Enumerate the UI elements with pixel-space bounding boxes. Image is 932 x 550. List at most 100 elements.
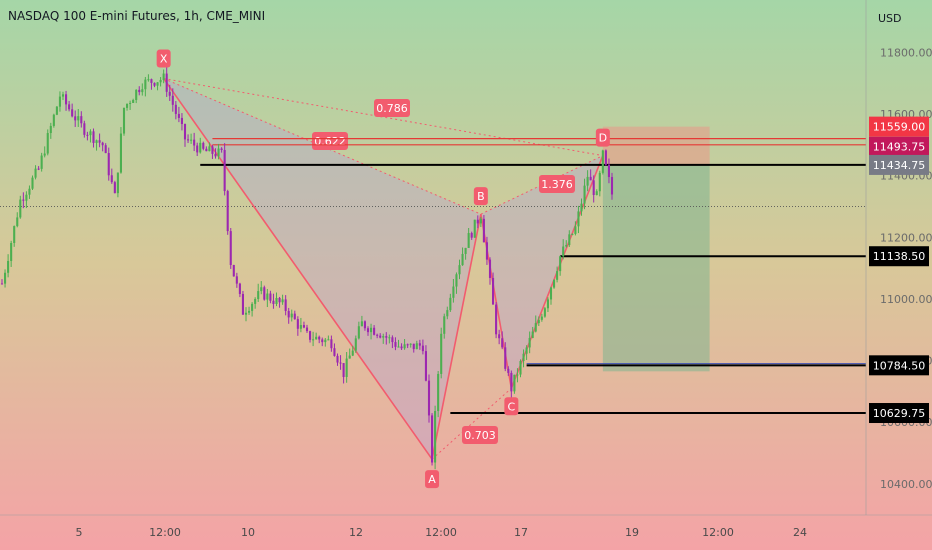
point-x-badge xyxy=(156,49,171,68)
candle xyxy=(437,370,440,418)
svg-text:10784.50: 10784.50 xyxy=(873,359,926,372)
candle xyxy=(458,259,461,280)
candle xyxy=(171,88,174,112)
candle xyxy=(113,180,116,194)
candle xyxy=(61,91,65,100)
point-d-label: D xyxy=(599,132,607,145)
candle xyxy=(601,149,604,175)
candle xyxy=(299,317,302,333)
candle xyxy=(431,413,434,466)
candle xyxy=(296,316,299,336)
candle xyxy=(574,221,577,236)
candle xyxy=(290,309,293,322)
candle xyxy=(65,90,68,111)
candle xyxy=(74,110,77,127)
ratio-label: 0.703 xyxy=(464,429,496,442)
candle xyxy=(214,148,217,159)
candle xyxy=(83,120,86,138)
candle xyxy=(531,326,534,339)
candle xyxy=(107,147,110,181)
candle xyxy=(28,185,31,199)
candle xyxy=(339,355,342,370)
x-tick-label: 10 xyxy=(241,526,255,539)
candle xyxy=(421,339,424,355)
candle xyxy=(348,348,351,359)
candle xyxy=(366,326,370,336)
candle xyxy=(122,107,126,136)
candle xyxy=(324,337,327,347)
candle xyxy=(360,315,363,327)
candle xyxy=(534,315,537,333)
candle xyxy=(482,215,485,243)
candle xyxy=(244,307,248,322)
candle xyxy=(232,264,235,277)
candle xyxy=(559,255,562,276)
candle xyxy=(183,123,187,147)
candle xyxy=(479,216,482,228)
candle xyxy=(467,227,470,249)
candle xyxy=(507,366,510,376)
candle xyxy=(385,332,388,345)
svg-text:11493.75: 11493.75 xyxy=(873,141,926,154)
candle xyxy=(162,69,165,84)
pattern-leg-ab xyxy=(431,214,482,460)
ratio-label: 1.376 xyxy=(541,178,573,191)
candle xyxy=(281,294,284,305)
candle xyxy=(119,127,122,174)
ratio-label: 0.786 xyxy=(376,102,408,115)
candle xyxy=(305,324,309,334)
candle xyxy=(211,144,214,159)
candle xyxy=(604,149,607,166)
candle xyxy=(577,205,580,234)
candle xyxy=(229,227,232,269)
x-tick-label: 12:00 xyxy=(702,526,734,539)
candle xyxy=(488,257,492,285)
candle xyxy=(370,323,373,340)
candle xyxy=(553,279,556,289)
candle xyxy=(272,293,275,309)
candle xyxy=(537,316,540,327)
candle xyxy=(19,195,22,219)
point-c-label: C xyxy=(508,400,516,413)
candle xyxy=(461,247,464,266)
point-b-label: B xyxy=(477,190,485,203)
candle xyxy=(205,146,208,152)
price-tag-11138.50: 11138.50 xyxy=(869,246,929,267)
y-tick-label: 11200.00 xyxy=(880,231,932,244)
candle xyxy=(287,307,290,324)
candle xyxy=(266,288,269,308)
candle xyxy=(522,349,525,368)
candle xyxy=(4,269,7,288)
candle xyxy=(165,66,168,97)
ratio-label: 0.622 xyxy=(314,135,346,148)
x-tick-label: 24 xyxy=(793,526,807,539)
candle xyxy=(7,254,10,278)
xab-triangle xyxy=(163,78,481,460)
candle xyxy=(92,128,95,148)
candle xyxy=(98,133,101,148)
candle xyxy=(223,143,226,196)
candle xyxy=(549,286,553,305)
candle xyxy=(333,343,336,357)
candle xyxy=(607,158,610,184)
candle xyxy=(284,295,287,316)
x-tick-label: 5 xyxy=(76,526,83,539)
candle xyxy=(129,100,132,110)
candle xyxy=(144,76,147,97)
candle xyxy=(546,297,549,313)
candle xyxy=(269,290,272,304)
candle xyxy=(254,297,257,309)
x-tick-label: 12 xyxy=(349,526,363,539)
candle xyxy=(37,166,40,171)
candle xyxy=(58,91,61,112)
candle xyxy=(187,134,190,144)
candle xyxy=(403,338,406,350)
candle xyxy=(180,113,183,131)
candle xyxy=(543,306,546,318)
candle xyxy=(476,215,479,229)
candle xyxy=(397,339,400,348)
candle xyxy=(568,230,571,247)
ratio-badge xyxy=(374,99,410,117)
